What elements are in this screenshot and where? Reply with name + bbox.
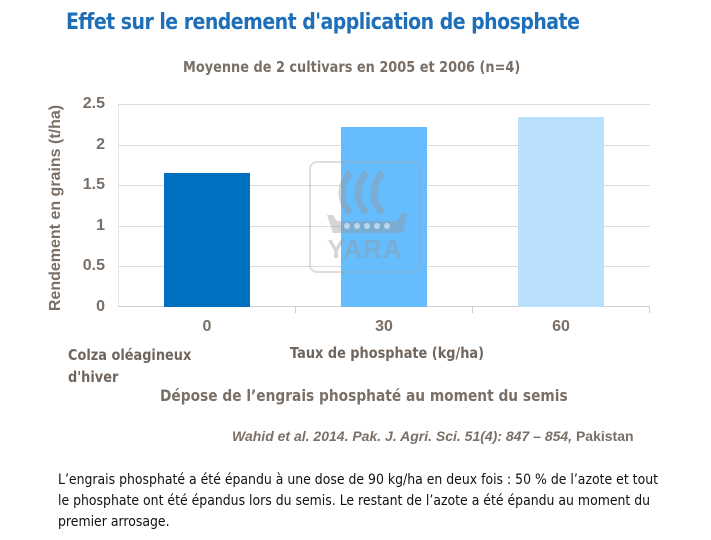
y-tick-label: 0.5 [82,257,105,275]
x-tick-label: 30 [375,318,393,335]
viking-ship-icon [327,170,407,233]
bar-60 [518,117,604,307]
y-axis-label: Rendement en grains (t/ha) [47,104,64,312]
gridline [118,104,650,105]
x-tick [649,307,650,313]
chart-title: Effet sur le rendement d'application de … [66,10,580,35]
application-note: Dépose de l’engrais phosphaté au moment … [160,386,568,405]
x-tick-label: 60 [552,318,570,335]
y-tick-label: 2.5 [82,95,105,112]
y-axis-line [118,104,119,307]
y-tick-label: 1 [96,216,105,234]
y-tick-label: 0 [96,298,105,315]
bar-0 [164,173,250,307]
caption-text: L’engrais phosphaté a été épandu à une d… [58,472,658,530]
chart-subtitle: Moyenne de 2 cultivars en 2005 et 2006 (… [183,58,521,76]
source-citation: Wahid et al. 2014. Pak. J. Agri. Sci. 51… [232,428,634,444]
x-tick-label: 0 [202,318,212,335]
x-tick [472,307,473,313]
citation-text: Wahid et al. 2014. Pak. J. Agri. Sci. 51… [232,428,573,444]
watermark-text: YARA [327,234,403,264]
x-axis-label: Taux de phosphate (kg/ha) [290,344,485,362]
citation-country: Pakistan [572,428,634,444]
plot-area [118,104,650,313]
bar-30 [341,126,427,307]
yara-watermark: YARA [309,161,421,273]
crop-label: Colza oléagineux d'hiver [68,344,191,388]
y-tick-label: 1.5 [82,176,105,194]
x-tick [295,307,296,313]
crop-label-line1: Colza oléagineux [68,346,192,364]
crop-label-line2: d'hiver [68,368,119,386]
y-tick-label: 2 [96,135,105,153]
